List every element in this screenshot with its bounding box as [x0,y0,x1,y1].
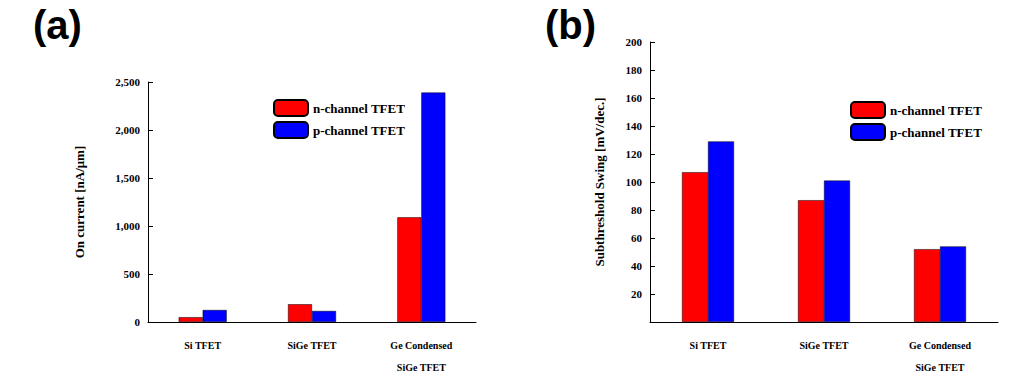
svg-text:On current [nA/μm]: On current [nA/μm] [72,146,87,259]
svg-text:Ge Condensed: Ge Condensed [390,340,452,351]
svg-text:200: 200 [626,36,643,48]
svg-text:100: 100 [626,176,643,188]
svg-text:1,500: 1,500 [115,172,140,184]
svg-text:n-channel TFET: n-channel TFET [313,101,405,116]
svg-text:Si TFET: Si TFET [184,340,221,351]
svg-text:Ge Condensed: Ge Condensed [909,340,971,351]
svg-text:SiGe TFET: SiGe TFET [800,340,849,351]
svg-text:Si TFET: Si TFET [690,340,727,351]
svg-text:Subthreshold Swing [mV/dec.]: Subthreshold Swing [mV/dec.] [592,97,607,266]
svg-text:140: 140 [626,120,643,132]
svg-text:20: 20 [631,288,643,300]
svg-text:80: 80 [631,204,643,216]
svg-text:n-channel TFET: n-channel TFET [890,103,982,118]
svg-text:60: 60 [631,232,643,244]
svg-text:40: 40 [631,260,643,272]
svg-text:p-channel TFET: p-channel TFET [313,123,405,138]
svg-text:160: 160 [626,92,643,104]
svg-text:(a): (a) [33,3,82,47]
svg-text:180: 180 [626,64,643,76]
svg-text:SiGe TFET: SiGe TFET [397,362,446,373]
svg-text:2,000: 2,000 [115,124,140,136]
svg-text:2,500: 2,500 [115,76,140,88]
svg-text:p-channel TFET: p-channel TFET [890,125,982,140]
svg-text:SiGe TFET: SiGe TFET [916,362,965,373]
svg-text:(b): (b) [545,3,596,47]
svg-text:1,000: 1,000 [115,220,140,232]
svg-text:500: 500 [124,268,141,280]
svg-text:120: 120 [626,148,643,160]
svg-text:0: 0 [135,316,141,328]
svg-text:SiGe TFET: SiGe TFET [288,340,337,351]
